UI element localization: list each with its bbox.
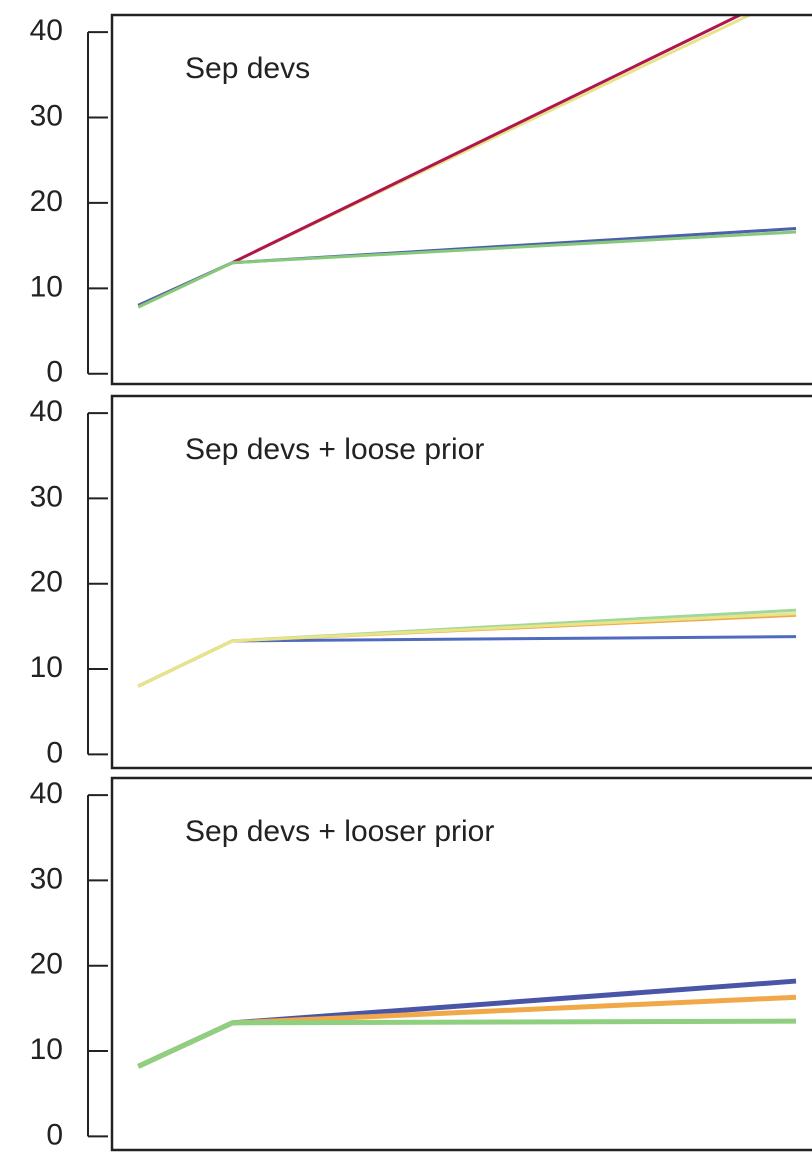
plot-frame [110, 13, 812, 386]
y-tick-label: 10 [30, 1033, 63, 1066]
lines [137, 15, 797, 309]
panel: 0 10 20 30 40 Sep devs [30, 13, 812, 389]
panel: 0 10 20 30 40 Sep devs + looser prior [30, 776, 812, 1152]
y-tick-label: 40 [30, 777, 63, 810]
panel: 0 10 20 30 40 Sep devs + loose prior [30, 394, 812, 770]
panel-title: Sep devs + looser prior [185, 815, 494, 848]
y-tick-label: 40 [30, 395, 63, 428]
series-line [137, 230, 797, 309]
series-line [137, 15, 744, 307]
panel-title: Sep devs [185, 52, 310, 85]
plot-frame [110, 776, 812, 1152]
y-tick-label: 0 [46, 736, 63, 769]
y-tick-label: 0 [46, 356, 63, 389]
y-tick-label: 0 [46, 1118, 63, 1151]
series-line [137, 608, 797, 688]
y-tick-label: 20 [30, 948, 63, 981]
series-line [137, 613, 797, 688]
y-tick-label: 30 [30, 862, 63, 895]
series-line [137, 635, 797, 688]
lines [137, 978, 797, 1069]
lines [137, 608, 797, 688]
y-tick-label: 30 [30, 99, 63, 132]
y-tick-label: 20 [30, 566, 63, 599]
y-tick-label: 30 [30, 480, 63, 513]
y-tick-label: 20 [30, 185, 63, 218]
panel-title: Sep devs + loose prior [185, 433, 484, 466]
y-tick-label: 40 [30, 14, 63, 47]
series-line [137, 1018, 797, 1069]
y-tick-label: 10 [30, 651, 63, 684]
series-line [137, 612, 797, 688]
series-line [137, 227, 797, 307]
plot-frame [110, 394, 812, 770]
y-tick-label: 10 [30, 270, 63, 303]
